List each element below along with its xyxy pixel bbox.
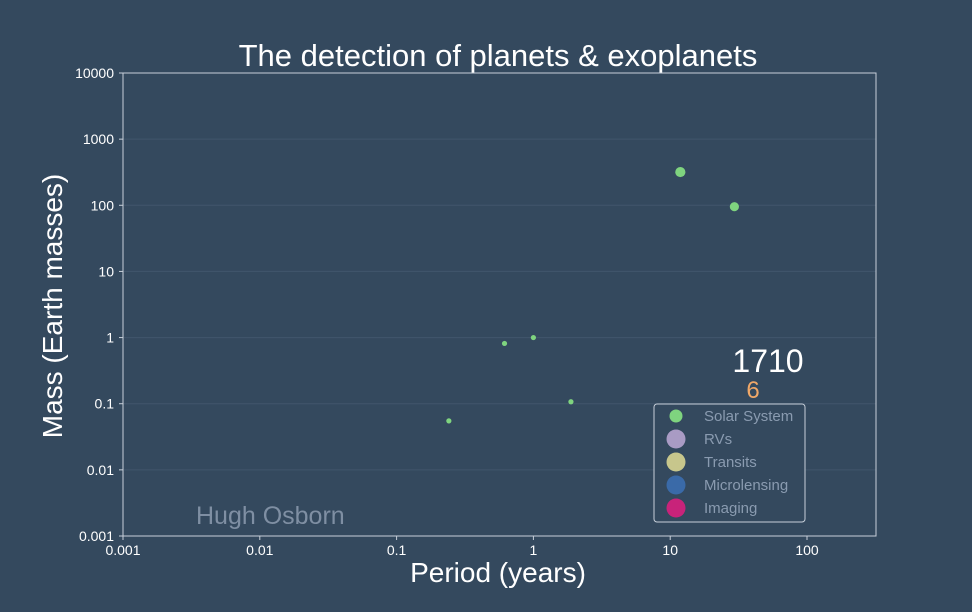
planet-point bbox=[501, 340, 508, 347]
y-tick-label: 0.01 bbox=[87, 462, 114, 478]
y-tick-label: 0.001 bbox=[79, 528, 114, 544]
y-tick-label: 1000 bbox=[83, 131, 114, 147]
y-axis-ticks: 0.001 0.01 0.1 1 10 100 1000 10000 bbox=[75, 65, 123, 544]
planet-point bbox=[675, 166, 686, 178]
chart-title: The detection of planets & exoplanets bbox=[239, 38, 758, 73]
y-tick-label: 100 bbox=[91, 197, 115, 213]
legend-label: RVs bbox=[704, 431, 732, 448]
y-tick-label: 0.1 bbox=[95, 396, 115, 412]
x-tick-label: 1 bbox=[530, 542, 538, 558]
author-watermark: Hugh Osborn bbox=[196, 502, 345, 530]
y-tick-label: 1 bbox=[106, 330, 114, 346]
legend-marker bbox=[666, 452, 686, 472]
x-tick-label: 0.001 bbox=[105, 542, 140, 558]
legend-marker bbox=[669, 409, 683, 423]
data-points bbox=[446, 166, 739, 424]
legend-marker bbox=[666, 429, 686, 449]
legend-label: Transits bbox=[704, 454, 757, 471]
legend: Solar System RVs Transits Microlensing Imagi… bbox=[653, 403, 806, 523]
x-tick-label: 0.01 bbox=[246, 542, 273, 558]
legend-box bbox=[653, 403, 806, 523]
legend-label: Solar System bbox=[704, 408, 793, 425]
y-axis-title: Mass (Earth masses) bbox=[37, 174, 68, 439]
x-axis-title: Period (years) bbox=[410, 557, 586, 588]
x-tick-label: 0.1 bbox=[387, 542, 407, 558]
planet-point bbox=[446, 418, 452, 424]
x-tick-label: 10 bbox=[662, 542, 678, 558]
legend-label: Microlensing bbox=[704, 477, 788, 494]
legend-label: Imaging bbox=[704, 500, 757, 517]
planet-point bbox=[530, 334, 537, 341]
y-tick-label: 10 bbox=[98, 263, 114, 279]
y-tick-label: 10000 bbox=[75, 65, 114, 81]
plot-frame bbox=[122, 72, 877, 537]
year-counter: 1710 bbox=[732, 343, 803, 379]
x-tick-label: 100 bbox=[795, 542, 819, 558]
legend-marker bbox=[666, 475, 686, 495]
planet-point bbox=[729, 202, 739, 212]
legend-marker bbox=[666, 498, 686, 518]
x-axis-ticks: 0.001 0.01 0.1 1 10 100 bbox=[105, 536, 819, 558]
planet-point bbox=[568, 399, 574, 405]
planet-count: 6 bbox=[746, 377, 759, 404]
